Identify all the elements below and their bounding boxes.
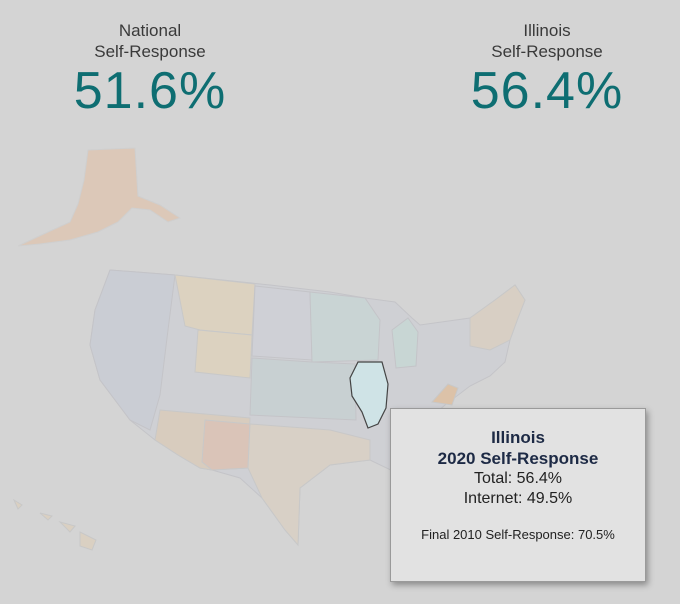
region-northeast[interactable] <box>469 284 526 351</box>
state-alaska[interactable] <box>17 147 182 247</box>
illinois-stat: Illinois Self-Response 56.4% <box>447 20 647 120</box>
illinois-label-line1: Illinois <box>523 21 571 40</box>
state-tooltip: Illinois 2020 Self-Response Total: 56.4%… <box>390 408 646 582</box>
illinois-label-line2: Self-Response <box>491 42 603 61</box>
state-wyoming[interactable] <box>194 329 253 379</box>
state-virginia[interactable] <box>431 383 459 406</box>
region-plains[interactable] <box>249 357 357 421</box>
national-label-line2: Self-Response <box>94 42 206 61</box>
state-dakotas[interactable] <box>251 285 313 361</box>
tooltip-final-2010: Final 2010 Self-Response: 70.5% <box>421 527 615 542</box>
state-new-mexico[interactable] <box>201 419 251 471</box>
national-label-line1: National <box>118 21 182 40</box>
state-illinois[interactable] <box>349 361 389 429</box>
tooltip-state-name: Illinois <box>491 428 545 447</box>
national-value: 51.6% <box>73 62 227 120</box>
region-texas[interactable] <box>247 423 371 547</box>
tooltip-internet: Internet: 49.5% <box>463 490 573 507</box>
national-stat: National Self-Response 51.6% <box>50 20 250 120</box>
illinois-value: 56.4% <box>470 62 624 120</box>
tooltip-subtitle: 2020 Self-Response <box>437 449 599 468</box>
region-upper-midwest[interactable] <box>309 291 381 363</box>
state-montana[interactable] <box>174 274 256 336</box>
region-west <box>89 269 176 431</box>
tooltip-total: Total: 56.4% <box>473 470 563 487</box>
state-michigan[interactable] <box>391 317 419 369</box>
state-hawaii[interactable] <box>12 498 97 551</box>
